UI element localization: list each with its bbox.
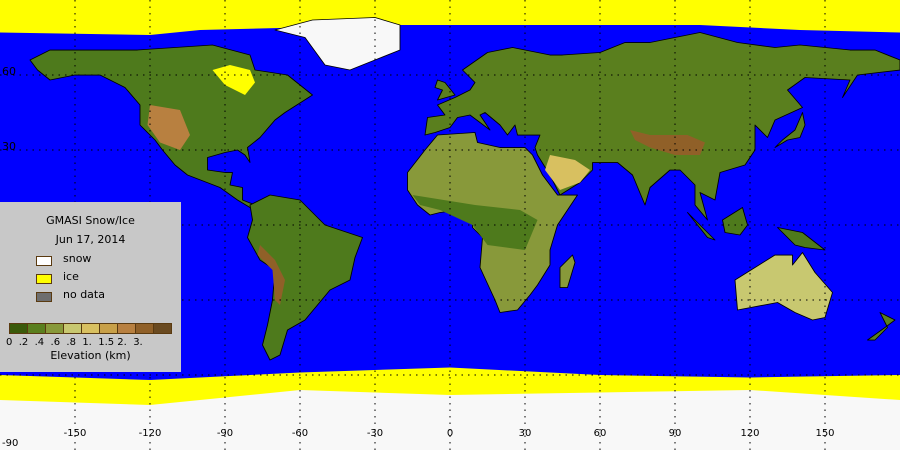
new-zealand [867, 312, 896, 341]
south-america [247, 194, 363, 361]
andes-highland [257, 245, 285, 305]
lon-label: 90 [668, 428, 682, 439]
corner-lat-label: -90 [2, 438, 19, 449]
elevation-color-step [136, 324, 154, 333]
elevation-ticks: 0 .2 .4 .6 .8 1. 1.5 2. 3. [6, 337, 143, 348]
ice-swatch [36, 274, 52, 284]
greenland [274, 17, 401, 71]
lat-label-60: 60 [2, 65, 16, 78]
madagascar [559, 254, 576, 288]
japan [774, 112, 806, 148]
elevation-color-step [118, 324, 136, 333]
central-africa-forest [412, 195, 538, 250]
arctic-ice [0, 0, 900, 25]
lon-label: -150 [63, 428, 87, 439]
legend: GMASI Snow/Ice Jun 17, 2014 snow ice no … [0, 202, 181, 372]
lon-label: 120 [740, 428, 760, 439]
antarctica-snow [0, 390, 900, 450]
rockies-highland [147, 105, 190, 150]
sumatra [687, 212, 716, 241]
elevation-color-step [28, 324, 46, 333]
lon-label: -30 [366, 428, 384, 439]
elevation-colorbar [9, 323, 172, 334]
legend-date: Jun 17, 2014 [55, 233, 126, 246]
legend-title: GMASI Snow/Ice [46, 214, 135, 227]
britain [434, 79, 456, 101]
lon-label: -90 [216, 428, 234, 439]
lon-label: -60 [291, 428, 309, 439]
no-data-swatch [36, 292, 52, 302]
tibet-highland [630, 130, 705, 155]
arabia-desert [545, 155, 590, 190]
elevation-color-step [46, 324, 64, 333]
borneo [722, 207, 748, 236]
lon-label: 0 [446, 428, 454, 439]
elevation-label: Elevation (km) [50, 349, 131, 362]
lat-label-30: 30 [2, 140, 16, 153]
lon-label: 60 [593, 428, 607, 439]
lon-label: 30 [518, 428, 532, 439]
elevation-color-step [100, 324, 118, 333]
new-guinea [777, 227, 826, 251]
elevation-color-step [154, 324, 171, 333]
legend-snow-label: snow [63, 252, 92, 265]
australia [734, 252, 833, 321]
elevation-color-step [64, 324, 82, 333]
lon-label: 150 [815, 428, 835, 439]
legend-no-data-label: no data [63, 288, 105, 301]
arctic-ice-edge [0, 22, 900, 35]
legend-ice-label: ice [63, 270, 79, 283]
elevation-color-step [10, 324, 28, 333]
snow-swatch [36, 256, 52, 266]
elevation-color-step [82, 324, 100, 333]
hudson-bay-ice [212, 65, 255, 95]
lon-label: -120 [138, 428, 162, 439]
